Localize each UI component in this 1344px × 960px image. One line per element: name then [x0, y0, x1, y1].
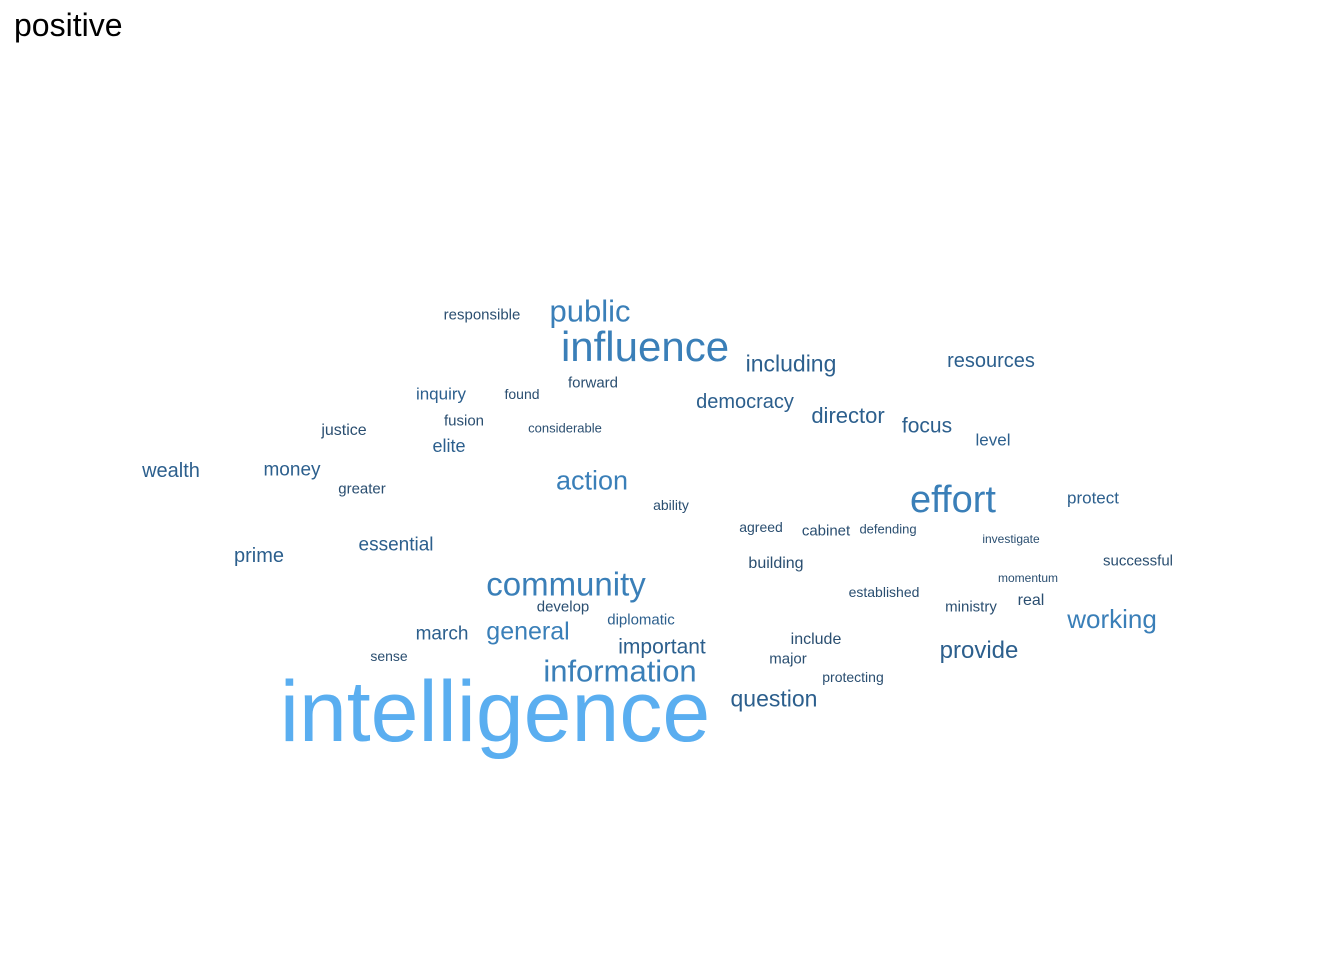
cloud-word-momentum: momentum	[997, 571, 1059, 585]
chart-title: positive	[14, 7, 123, 43]
cloud-word-considerable: considerable	[528, 420, 602, 436]
cloud-word-protecting: protecting	[822, 669, 884, 685]
cloud-word-major: major	[769, 650, 807, 668]
cloud-word-intelligence: intelligence	[279, 664, 711, 760]
cloud-word-influence: influence	[560, 323, 730, 370]
cloud-word-information: information	[543, 653, 697, 689]
cloud-word-wealth: wealth	[142, 460, 200, 482]
cloud-word-question: question	[730, 685, 818, 712]
cloud-word-community: community	[486, 565, 646, 603]
cloud-word-building: building	[748, 555, 804, 572]
cloud-word-diplomatic: diplomatic	[607, 611, 675, 629]
cloud-word-prime: prime	[233, 545, 285, 567]
cloud-word-real: real	[1017, 592, 1045, 609]
cloud-word-elite: elite	[432, 436, 466, 456]
cloud-word-forward: forward	[567, 374, 619, 392]
cloud-word-agreed: agreed	[739, 519, 783, 535]
cloud-word-focus: focus	[901, 414, 953, 438]
cloud-word-cabinet: cabinet	[801, 522, 851, 540]
cloud-word-fusion: fusion	[443, 412, 485, 430]
cloud-word-justice: justice	[321, 422, 367, 439]
cloud-word-inquiry: inquiry	[415, 384, 467, 404]
cloud-word-defending: defending	[859, 521, 917, 537]
cloud-word-develop: develop	[536, 598, 590, 616]
cloud-word-march: march	[415, 623, 469, 645]
cloud-word-found: found	[504, 386, 540, 402]
cloud-word-established: established	[848, 584, 920, 600]
cloud-word-essential: essential	[358, 534, 434, 556]
cloud-word-responsible: responsible	[443, 306, 521, 324]
cloud-word-greater: greater	[338, 480, 386, 498]
cloud-word-director: director	[811, 403, 885, 428]
cloud-word-include: include	[790, 631, 842, 648]
cloud-word-provide: provide	[939, 637, 1019, 664]
cloud-word-money: money	[263, 459, 321, 481]
cloud-word-action: action	[555, 465, 629, 496]
cloud-word-investigate: investigate	[982, 532, 1040, 546]
cloud-word-important: important	[618, 635, 706, 659]
cloud-word-effort: effort	[910, 479, 996, 521]
cloud-word-democracy: democracy	[696, 391, 794, 413]
cloud-word-level: level	[975, 430, 1011, 450]
cloud-word-resources: resources	[947, 350, 1035, 372]
cloud-word-sense: sense	[370, 648, 408, 664]
cloud-word-ability: ability	[653, 497, 689, 513]
cloud-word-ministry: ministry	[945, 598, 997, 616]
cloud-word-public: public	[549, 293, 631, 329]
cloud-word-protect: protect	[1067, 488, 1119, 508]
cloud-word-including: including	[745, 350, 837, 377]
cloud-word-successful: successful	[1102, 552, 1174, 570]
cloud-word-general: general	[486, 617, 570, 646]
cloud-word-working: working	[1067, 604, 1157, 634]
